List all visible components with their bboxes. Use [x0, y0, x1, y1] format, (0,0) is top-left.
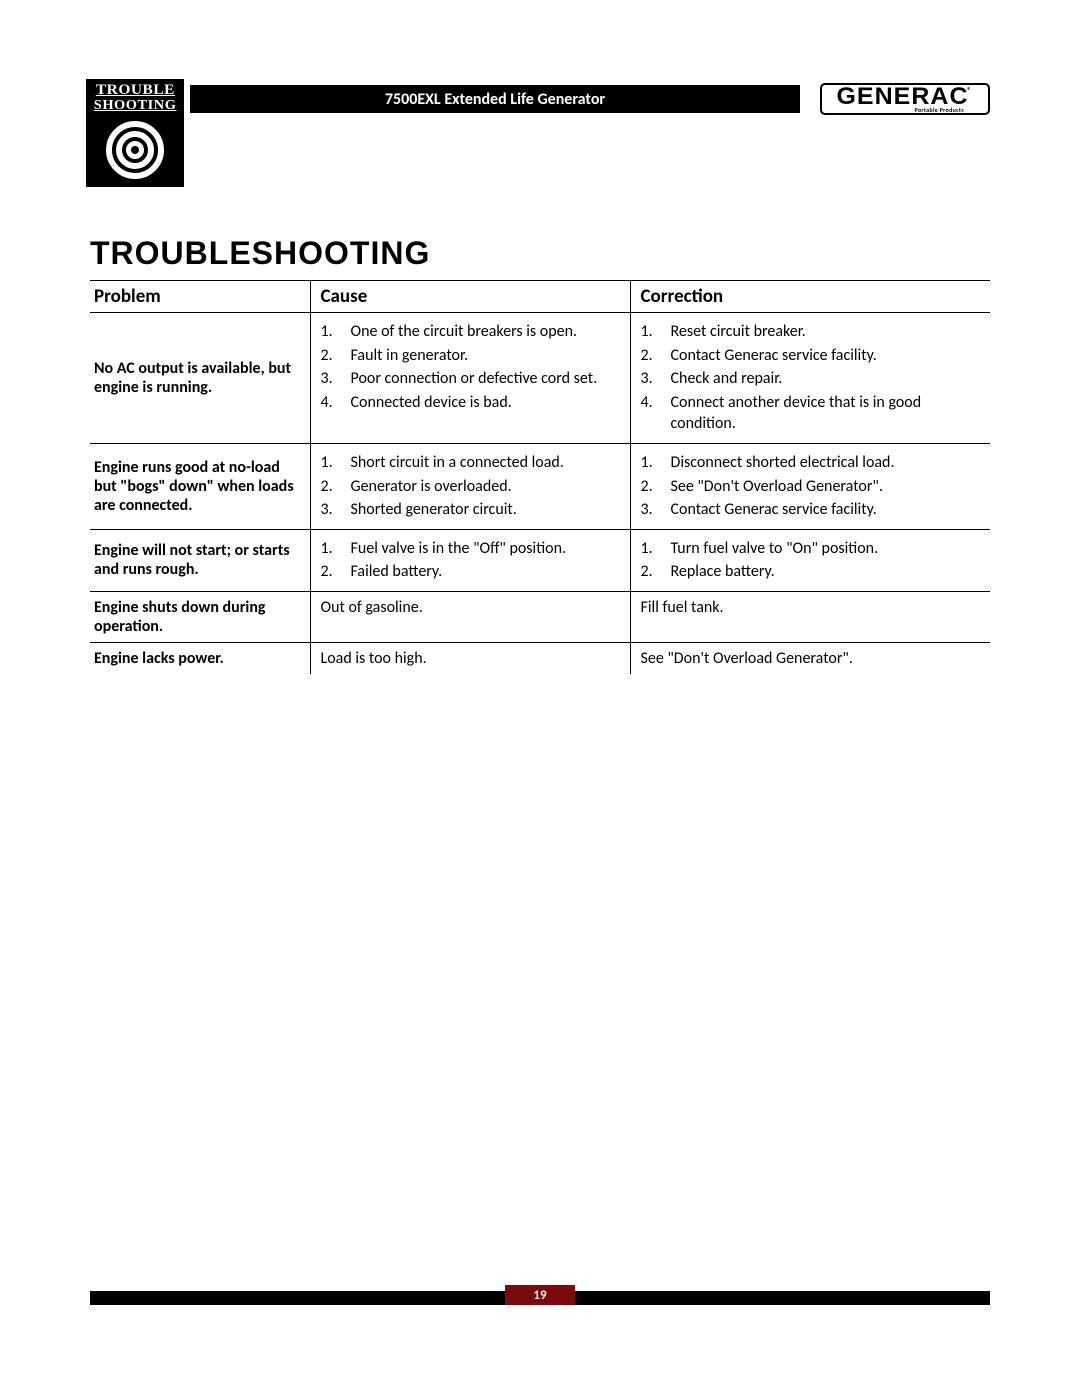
cause-cell: Fuel valve is in the "Off" position.Fail… [310, 529, 630, 591]
header-row: TROUBLE SHOOTING 7500EXL Extended Life G… [90, 85, 990, 125]
page-number: 19 [533, 1288, 546, 1303]
cause-item: Fuel valve is in the "Off" position. [321, 538, 620, 560]
problem-cell: Engine runs good at no-load but "bogs" d… [90, 443, 310, 529]
correction-cell: Reset circuit breaker.Contact Generac se… [630, 313, 990, 444]
footer-bar: 19 [90, 1291, 990, 1305]
correction-item: Contact Generac service facility. [641, 499, 981, 521]
col-correction: Correction [630, 281, 990, 313]
cause-cell: Load is too high. [310, 642, 630, 674]
badge-label-bottom: SHOOTING [94, 99, 177, 113]
cause-item: One of the circuit breakers is open. [321, 321, 620, 343]
correction-item: Turn fuel valve to "On" position. [641, 538, 981, 560]
problem-cell: No AC output is available, but engine is… [90, 313, 310, 444]
target-icon [102, 117, 168, 183]
cause-item: Failed battery. [321, 561, 620, 583]
correction-item: See "Don't Overload Generator". [641, 476, 981, 498]
table-row: Engine will not start; or starts and run… [90, 529, 990, 591]
table-row: No AC output is available, but engine is… [90, 313, 990, 444]
product-title-bar: 7500EXL Extended Life Generator [190, 85, 800, 113]
table-header-row: Problem Cause Correction [90, 281, 990, 313]
table-row: Engine lacks power.Load is too high.See … [90, 642, 990, 674]
cause-item: Poor connection or defective cord set. [321, 368, 620, 390]
correction-cell: Turn fuel valve to "On" position.Replace… [630, 529, 990, 591]
cause-item: Connected device is bad. [321, 392, 620, 414]
page-title: TROUBLESHOOTING [90, 235, 990, 272]
brand-logo-box: GENERAC ® Portable Products [820, 83, 990, 115]
col-problem: Problem [90, 281, 310, 313]
cause-cell: Out of gasoline. [310, 591, 630, 642]
problem-cell: Engine lacks power. [90, 642, 310, 674]
correction-item: Disconnect shorted electrical load. [641, 452, 981, 474]
brand-name: GENERAC [836, 85, 968, 109]
cause-item: Generator is overloaded. [321, 476, 620, 498]
correction-cell: Disconnect shorted electrical load.See "… [630, 443, 990, 529]
table-row: Engine shuts down during operation.Out o… [90, 591, 990, 642]
correction-item: Check and repair. [641, 368, 981, 390]
correction-cell: See "Don't Overload Generator". [630, 642, 990, 674]
col-cause: Cause [310, 281, 630, 313]
correction-item: Connect another device that is in good c… [641, 392, 981, 435]
table-row: Engine runs good at no-load but "bogs" d… [90, 443, 990, 529]
cause-cell: One of the circuit breakers is open.Faul… [310, 313, 630, 444]
troubleshooting-badge-icon: TROUBLE SHOOTING [86, 79, 184, 187]
troubleshooting-table: Problem Cause Correction No AC output is… [90, 280, 990, 674]
cause-cell: Short circuit in a connected load.Genera… [310, 443, 630, 529]
problem-cell: Engine shuts down during operation. [90, 591, 310, 642]
badge-label-top: TROUBLE [95, 83, 174, 98]
page-number-tab: 19 [505, 1285, 575, 1305]
cause-item: Shorted generator circuit. [321, 499, 620, 521]
correction-item: Reset circuit breaker. [641, 321, 981, 343]
cause-item: Fault in generator. [321, 345, 620, 367]
correction-item: Contact Generac service facility. [641, 345, 981, 367]
product-title: 7500EXL Extended Life Generator [385, 90, 605, 109]
correction-cell: Fill fuel tank. [630, 591, 990, 642]
cause-item: Short circuit in a connected load. [321, 452, 620, 474]
problem-cell: Engine will not start; or starts and run… [90, 529, 310, 591]
correction-item: Replace battery. [641, 561, 981, 583]
